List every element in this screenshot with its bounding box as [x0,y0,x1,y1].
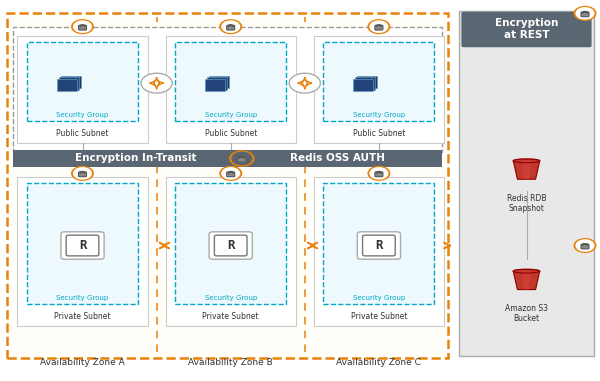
FancyBboxPatch shape [581,12,589,17]
Text: Public Subnet: Public Subnet [56,129,109,138]
Bar [27,42,138,121]
Text: Encryption In-Transit: Encryption In-Transit [75,154,196,163]
Text: Private Subnet: Private Subnet [350,312,407,321]
Bar [209,76,229,88]
Circle shape [368,166,390,180]
FancyBboxPatch shape [375,172,383,177]
Text: Availability Zone A: Availability Zone A [40,358,125,367]
Circle shape [222,21,239,32]
Bar [13,150,442,167]
FancyBboxPatch shape [581,244,589,249]
Circle shape [74,168,91,179]
Bar [7,13,448,358]
Text: Amazon S3
Bucket: Amazon S3 Bucket [505,304,548,323]
Circle shape [74,21,91,32]
Text: Redis RDB
Snapshot: Redis RDB Snapshot [507,194,546,213]
Bar [175,183,286,304]
Bar [166,36,296,143]
Circle shape [574,6,596,20]
Circle shape [576,240,594,251]
Bar [166,177,296,326]
FancyBboxPatch shape [461,12,592,47]
FancyBboxPatch shape [238,157,246,162]
Bar [57,78,77,91]
Text: R: R [375,239,383,252]
Circle shape [368,20,390,34]
Circle shape [72,166,94,180]
FancyBboxPatch shape [227,172,235,177]
Bar [13,27,442,152]
Bar [358,76,377,88]
Circle shape [576,8,594,19]
Text: Security Group: Security Group [353,295,405,301]
Circle shape [72,20,94,34]
Text: Security Group: Security Group [205,295,257,301]
Text: Security Group: Security Group [205,112,257,118]
Text: Availability Zone C: Availability Zone C [337,358,421,367]
Bar [323,42,434,121]
Text: Availability Zone B: Availability Zone B [188,358,273,367]
Circle shape [370,21,388,32]
Text: Private Subnet: Private Subnet [202,312,259,321]
Bar [61,76,81,88]
Bar [459,11,594,356]
Circle shape [222,168,239,179]
FancyBboxPatch shape [209,232,253,259]
Bar [175,42,286,121]
Ellipse shape [513,269,540,273]
FancyBboxPatch shape [227,25,235,30]
FancyBboxPatch shape [79,172,86,177]
Circle shape [220,166,242,180]
Text: Public Subnet: Public Subnet [353,129,405,138]
Text: Encryption
at REST: Encryption at REST [495,18,558,40]
Text: Redis OSS AUTH: Redis OSS AUTH [290,154,385,163]
Ellipse shape [513,159,540,163]
Text: Private Subnet: Private Subnet [54,312,111,321]
Circle shape [289,73,320,93]
FancyBboxPatch shape [358,232,401,259]
Text: Security Group: Security Group [353,112,405,118]
Bar [207,77,227,90]
FancyBboxPatch shape [375,25,383,30]
Circle shape [370,168,388,179]
Bar [314,36,444,143]
Text: Security Group: Security Group [56,112,109,118]
Polygon shape [523,271,530,290]
Circle shape [230,151,254,166]
Bar [353,78,373,91]
Bar [17,36,148,143]
Circle shape [232,152,251,165]
Circle shape [574,239,596,252]
FancyBboxPatch shape [79,25,86,30]
Polygon shape [513,271,540,290]
Text: R: R [227,239,235,252]
Bar [323,183,434,304]
FancyBboxPatch shape [61,232,104,259]
Bar [205,78,225,91]
Text: R: R [79,239,86,252]
Text: Public Subnet: Public Subnet [205,129,257,138]
Bar [355,77,375,90]
Circle shape [220,20,242,34]
Bar [17,177,148,326]
Polygon shape [523,161,530,179]
Circle shape [141,73,172,93]
Bar [314,177,444,326]
Bar [27,183,138,304]
Bar [59,77,79,90]
Text: Security Group: Security Group [56,295,109,301]
Polygon shape [513,161,540,179]
